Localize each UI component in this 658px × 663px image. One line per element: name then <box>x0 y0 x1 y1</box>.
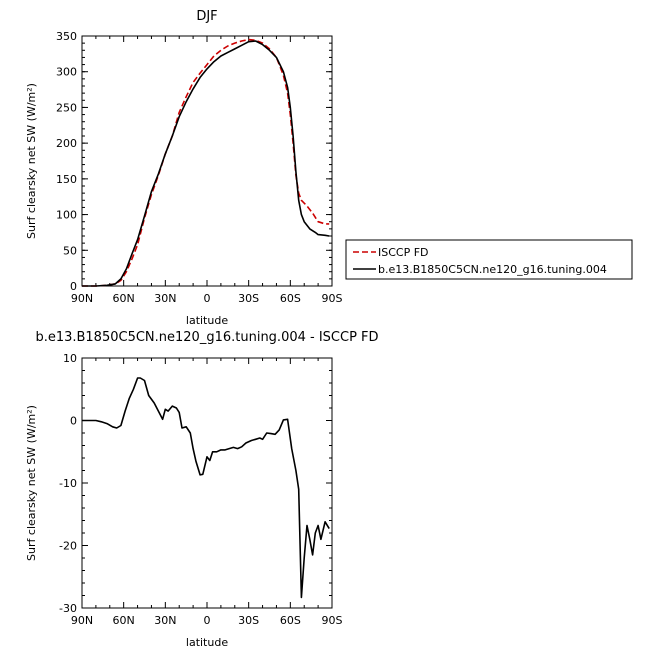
y-tick-label: -20 <box>59 540 77 553</box>
y-axis-label: Surf clearsky net SW (W/m²) <box>25 405 38 561</box>
y-tick-label: 0 <box>70 415 77 428</box>
x-tick-label: 60S <box>280 614 301 627</box>
plot-frame <box>81 357 333 609</box>
legend-box <box>345 239 633 280</box>
y-tick-label: 150 <box>56 173 77 186</box>
top-panel: 90N 60N 30N 0 30S 60S 90S 0 50 100 150 200 250 300 350… <box>25 9 343 327</box>
x-tick-label: 0 <box>204 614 211 627</box>
x-axis-label: latitude <box>186 636 228 649</box>
series-line-0 <box>82 38 330 287</box>
x-tick-label: 90S <box>322 614 343 627</box>
y-tick-label: -10 <box>59 477 77 490</box>
y-tick-label: 100 <box>56 209 77 222</box>
y-tick-label: 10 <box>63 352 77 365</box>
y-tick-label: 0 <box>70 280 77 293</box>
legend: ISCCP FD b.e13.B1850C5CN.ne120_g16.tuning… <box>345 239 633 280</box>
bottom-panel: 90N 60N 30N 0 30S 60S 90S 10 0 -10 -20 -30 b.e13.B18… <box>25 330 379 649</box>
y-axis-label: Surf clearsky net SW (W/m²) <box>25 83 38 239</box>
legend-label-0: ISCCP FD <box>378 246 429 259</box>
x-tick-label: 30N <box>154 292 176 305</box>
x-tick-label: 90N <box>71 292 93 305</box>
x-tick-label: 30S <box>238 292 259 305</box>
x-tick-label: 90N <box>71 614 93 627</box>
x-tick-label: 60N <box>113 614 135 627</box>
x-tick-label: 90S <box>322 292 343 305</box>
y-tick-label: 50 <box>63 244 77 257</box>
y-tick-label: 200 <box>56 137 77 150</box>
chart-title: b.e13.B1850C5CN.ne120_g16.tuning.004 - I… <box>35 330 378 345</box>
chart-title: DJF <box>196 9 217 24</box>
x-tick-label: 60N <box>113 292 135 305</box>
x-tick-label: 30N <box>154 614 176 627</box>
y-tick-label: 300 <box>56 66 77 79</box>
legend-label-1: b.e13.B1850C5CN.ne120_g16.tuning.004 <box>378 263 607 276</box>
x-tick-label: 30S <box>238 614 259 627</box>
y-tick-label: -30 <box>59 602 77 615</box>
series-line-0 <box>82 377 330 599</box>
x-axis-label: latitude <box>186 314 228 327</box>
x-tick-label: 60S <box>280 292 301 305</box>
x-tick-label: 0 <box>204 292 211 305</box>
y-tick-label: 350 <box>56 30 77 43</box>
y-tick-label: 250 <box>56 101 77 114</box>
series-line-1 <box>82 40 330 287</box>
